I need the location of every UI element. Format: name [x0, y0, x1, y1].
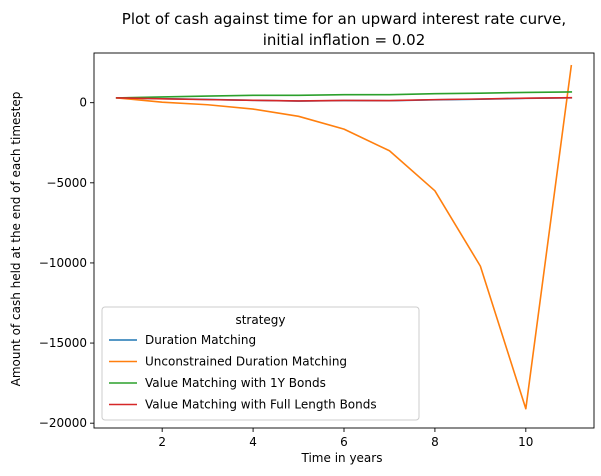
x-tick-label: 2: [158, 435, 166, 449]
series-line-4: [115, 96, 573, 102]
y-tick-label: −5000: [46, 176, 87, 190]
series-lines: [115, 64, 573, 410]
legend-box: [101, 306, 420, 421]
chart-title-line-2: initial inflation = 0.02: [263, 31, 426, 49]
legend-label-2: Unconstrained Duration Matching: [145, 355, 347, 369]
x-tick-label: 10: [518, 435, 533, 449]
x-axis-label: Time in years: [301, 451, 383, 465]
legend-label-3: Value Matching with 1Y Bonds: [145, 376, 326, 390]
y-axis-label: Amount of cash held at the end of each t…: [9, 92, 23, 387]
legend-label-4: Value Matching with Full Length Bonds: [145, 398, 377, 412]
x-tick-label: 6: [340, 435, 348, 449]
x-tick-label: 8: [431, 435, 439, 449]
series-line-2: [115, 64, 573, 410]
y-tick-label: −20000: [39, 416, 87, 430]
y-tick-label: −15000: [39, 336, 87, 350]
x-tick-label: 4: [249, 435, 257, 449]
series-line-3: [115, 91, 573, 99]
legend-title: strategy: [235, 313, 285, 327]
legend: strategy Duration Matching Unconstrained D…: [101, 306, 420, 421]
y-tick-label: 0: [79, 96, 87, 110]
y-tick-label: −10000: [39, 256, 87, 270]
legend-label-1: Duration Matching: [145, 333, 256, 347]
chart-title-line-1: Plot of cash against time for an upward …: [122, 10, 566, 28]
axes: 2 4 6 8 10 0 −5000 −10000 −15000 −20000: [39, 52, 595, 449]
